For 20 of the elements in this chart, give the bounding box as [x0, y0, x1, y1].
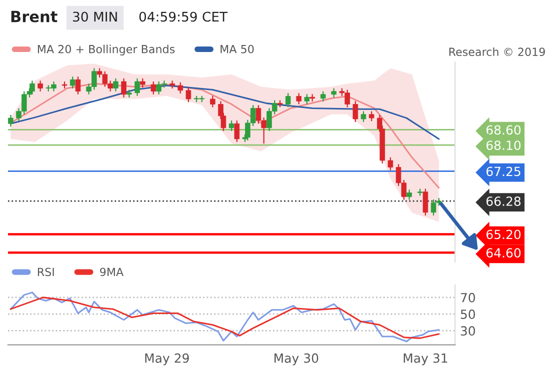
y-tick-label: 70 — [460, 292, 475, 302]
x-tick-label: May 31 — [404, 353, 448, 366]
chart-title: Brent — [11, 10, 58, 22]
y-tick-label: 67.25 — [486, 166, 520, 176]
legend-label: MA 20 + Bollinger Bands — [38, 44, 175, 56]
y-tick-label: 64.60 — [486, 248, 521, 258]
y-tick-label: 68.60 — [486, 125, 521, 135]
legend-label: 9MA — [100, 268, 124, 276]
x-tick-label: May 29 — [145, 353, 189, 366]
text: 04:59:59 CET — [139, 12, 228, 22]
y-tick-label: 50 — [460, 310, 475, 319]
y-tick-label: 66.28 — [486, 196, 521, 206]
legend-label: RSI — [38, 268, 54, 276]
y-tick-label: 65.20 — [486, 230, 521, 240]
text: 30 MIN — [73, 12, 117, 22]
y-tick-label: 30 — [460, 326, 475, 336]
x-tick-label: May 30 — [274, 353, 318, 366]
text: Research © 2019 — [449, 47, 545, 56]
y-tick-label: 68.10 — [486, 140, 521, 150]
legend-label: MA 50 — [220, 44, 254, 54]
